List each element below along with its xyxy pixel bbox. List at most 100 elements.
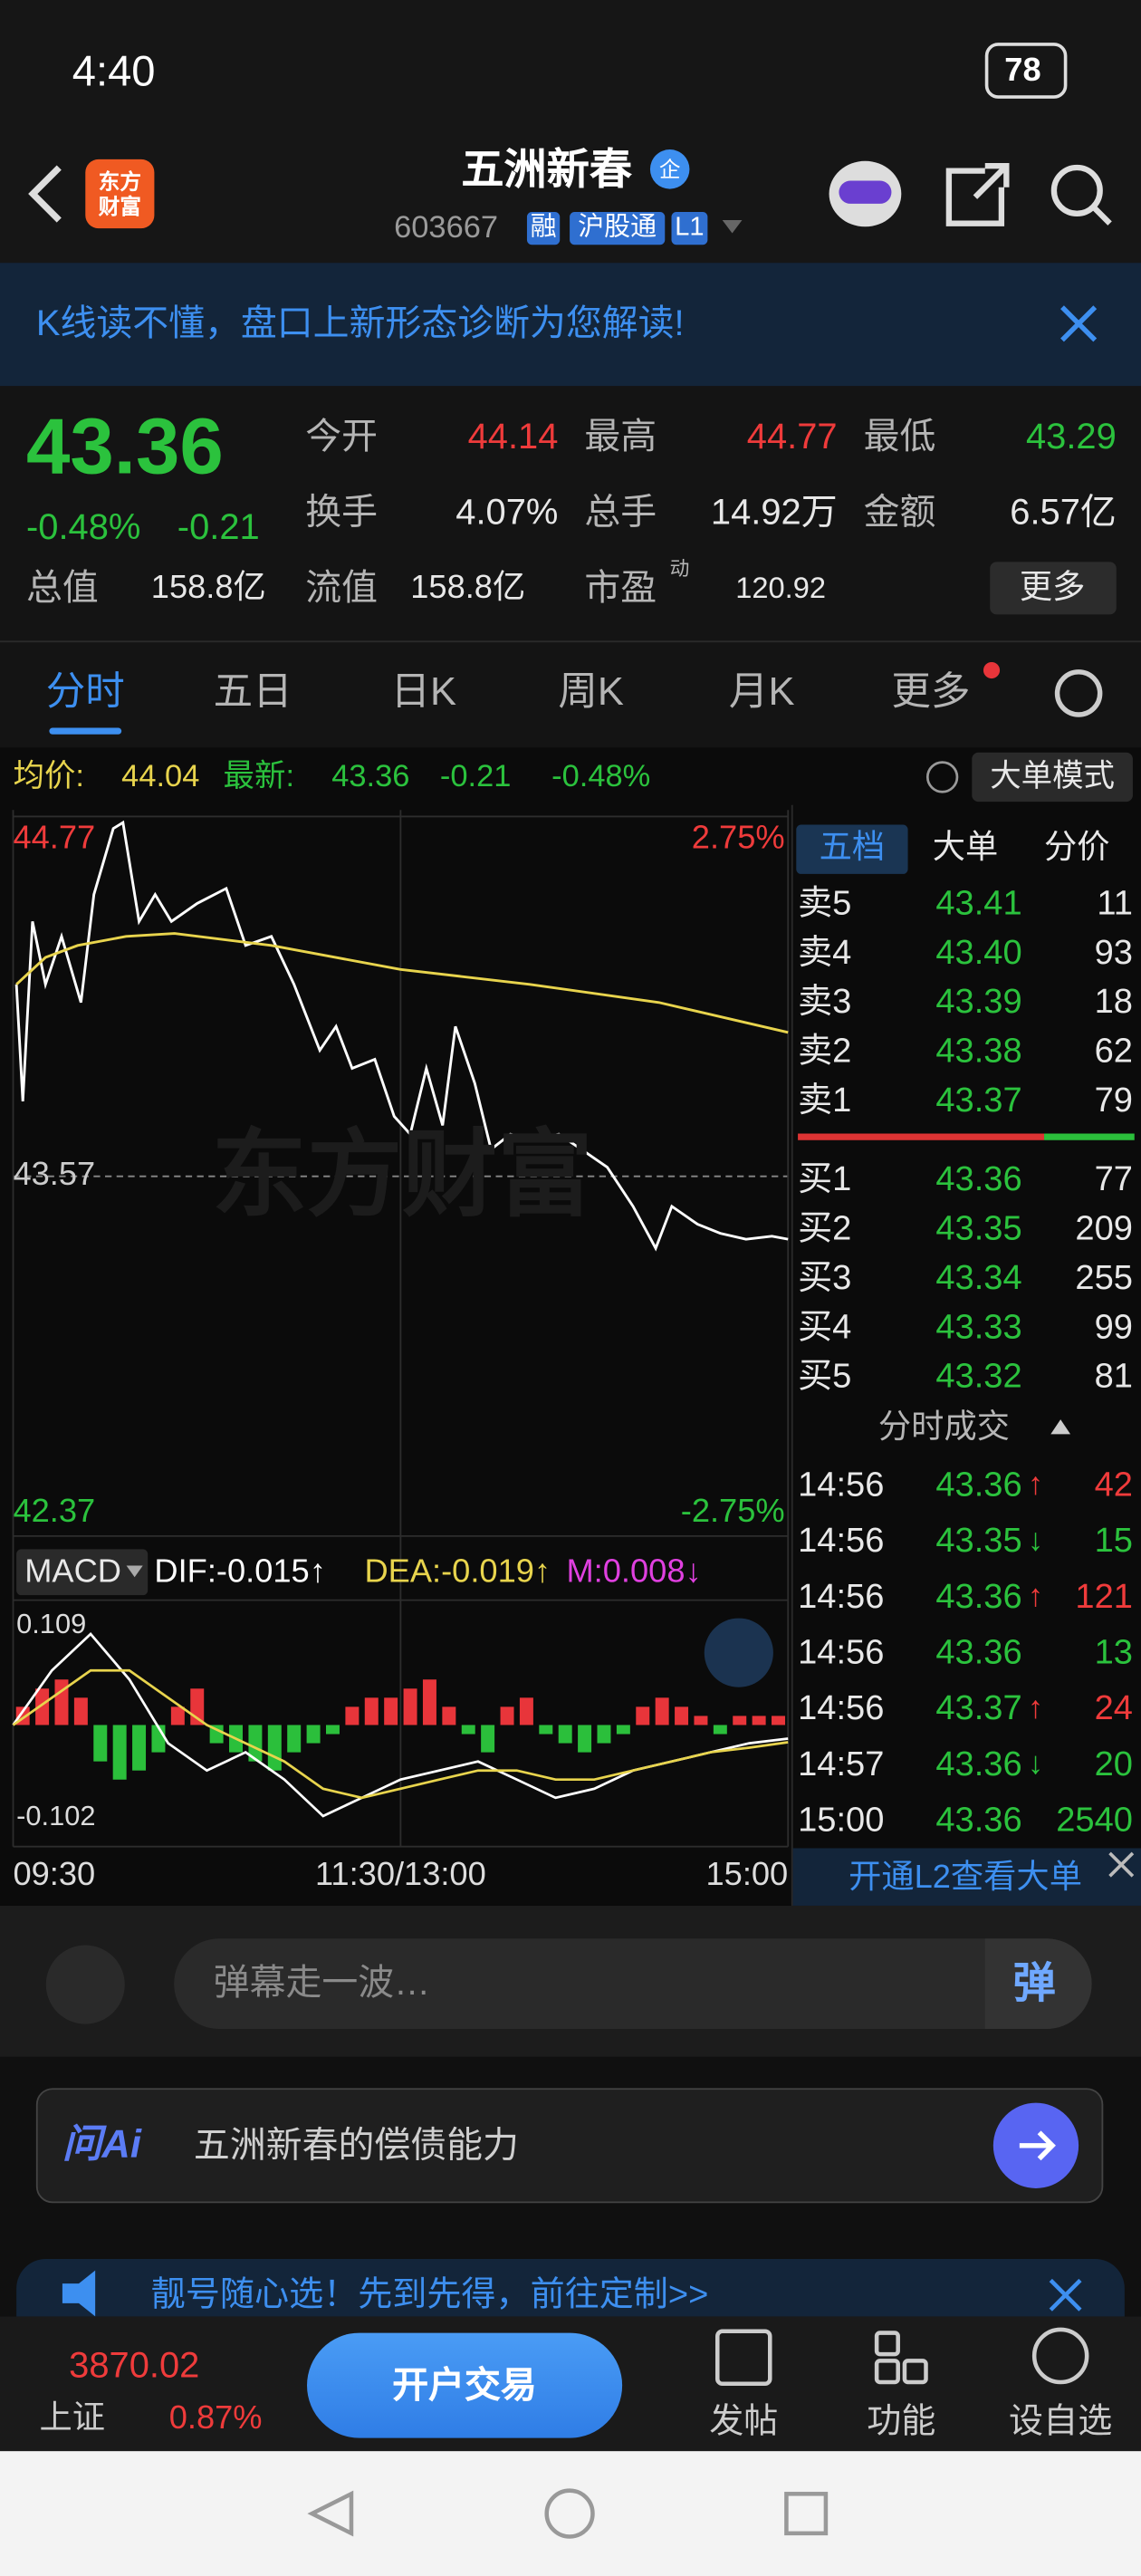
share-icon[interactable] bbox=[945, 163, 1010, 226]
book-price: 43.32 bbox=[935, 1358, 1022, 1396]
macd-bar bbox=[267, 1725, 282, 1771]
trade-price: 43.37 bbox=[935, 1689, 1022, 1728]
trade-price: 43.36 bbox=[935, 1466, 1022, 1504]
post-icon[interactable] bbox=[714, 2329, 772, 2387]
tab[interactable]: 周K bbox=[558, 670, 624, 715]
danmaku-placeholder[interactable]: 弹幕走一波… bbox=[213, 1961, 431, 2003]
nav-home[interactable] bbox=[544, 2488, 595, 2539]
search-icon[interactable] bbox=[1050, 164, 1103, 216]
ai-prompt[interactable]: 五洲新春的偿债能力 bbox=[193, 2124, 519, 2166]
trade-volume: 121 bbox=[1075, 1578, 1133, 1616]
danmaku-input[interactable] bbox=[174, 1938, 1092, 2030]
macd-bar bbox=[93, 1725, 108, 1762]
danmaku-button-label[interactable]: 弹 bbox=[1012, 1958, 1056, 2008]
book-tab[interactable]: 大单 bbox=[932, 829, 999, 866]
index-change[interactable]: 0.87% bbox=[168, 2399, 263, 2437]
ai-box[interactable] bbox=[35, 2088, 1104, 2204]
y2-tick-label: -2.75% bbox=[681, 1492, 785, 1529]
field-label: 换手 bbox=[305, 491, 379, 533]
l2-link[interactable]: 开通L2查看大单 bbox=[849, 1860, 1082, 1897]
function-icon[interactable] bbox=[874, 2331, 900, 2357]
more-button[interactable] bbox=[990, 562, 1117, 615]
macd-bar bbox=[519, 1697, 533, 1725]
trades-title[interactable]: 分时成交 bbox=[877, 1409, 1010, 1447]
l2-bar[interactable] bbox=[792, 1848, 1141, 1906]
field-value: 43.29 bbox=[1025, 415, 1117, 457]
tab[interactable]: 月K bbox=[728, 670, 795, 715]
field-value: 44.77 bbox=[746, 415, 838, 457]
book-label: 买5 bbox=[798, 1358, 852, 1396]
book-volume: 99 bbox=[1094, 1308, 1133, 1347]
tag: L1 bbox=[671, 211, 708, 245]
close-icon[interactable] bbox=[1049, 2278, 1082, 2312]
x-tick-label: 09:30 bbox=[14, 1855, 96, 1892]
book-price: 43.34 bbox=[935, 1259, 1022, 1297]
book-volume: 79 bbox=[1094, 1081, 1133, 1120]
settings-icon[interactable] bbox=[1054, 669, 1103, 717]
battery-level: 78 bbox=[1004, 53, 1041, 89]
field-value: 158.8亿 bbox=[150, 570, 266, 607]
trade-direction: ↓ bbox=[1027, 1523, 1044, 1559]
x-tick-label: 15:00 bbox=[706, 1855, 789, 1892]
book-tab[interactable]: 五档 bbox=[819, 829, 886, 866]
nav-item[interactable]: 发帖 bbox=[709, 2402, 779, 2441]
field-value: 14.92万 bbox=[710, 491, 838, 533]
book-volume: 81 bbox=[1094, 1358, 1133, 1396]
x-tick-label: 11:30/13:00 bbox=[315, 1855, 486, 1892]
trade-price: 43.36 bbox=[935, 1801, 1022, 1840]
ad-banner[interactable] bbox=[16, 2258, 1125, 2325]
indicator-name[interactable]: MACD bbox=[24, 1553, 121, 1591]
tag: 沪股通 bbox=[570, 211, 666, 245]
watchlist-icon[interactable] bbox=[1031, 2327, 1089, 2385]
mode-button[interactable] bbox=[972, 752, 1133, 803]
trade-button-label[interactable]: 开户交易 bbox=[392, 2364, 537, 2406]
danmaku-icon[interactable] bbox=[45, 1945, 125, 2024]
ad-text[interactable]: 靓号随心选！先到先得，前往定制>> bbox=[150, 2275, 709, 2314]
latest-label: 最新: bbox=[223, 759, 295, 794]
macd-bar bbox=[73, 1697, 88, 1725]
sort-icon bbox=[1050, 1419, 1071, 1435]
banner-text[interactable]: K线读不懂，盘口上新形态诊断为您解读! bbox=[35, 302, 685, 344]
nav-recent[interactable] bbox=[784, 2492, 829, 2536]
clock: 4:40 bbox=[72, 45, 156, 96]
y-tick-label: -0.102 bbox=[16, 1800, 95, 1831]
book-label: 买2 bbox=[798, 1209, 852, 1248]
tab[interactable]: 日K bbox=[390, 670, 457, 715]
divider bbox=[791, 804, 793, 1906]
legend-entry: DEA:-0.019↑ bbox=[364, 1553, 551, 1591]
field-value: 6.57亿 bbox=[1010, 491, 1117, 533]
field-value: 44.14 bbox=[467, 415, 559, 457]
index-name[interactable]: 上证 bbox=[39, 2399, 106, 2437]
nav-back[interactable] bbox=[307, 2490, 354, 2537]
mode-button[interactable]: 大单模式 bbox=[990, 759, 1116, 794]
expand-icon[interactable] bbox=[704, 1618, 773, 1687]
help-icon[interactable] bbox=[925, 761, 959, 793]
close-icon[interactable] bbox=[1108, 1851, 1135, 1878]
macd-bar bbox=[539, 1725, 553, 1735]
dropdown-icon[interactable] bbox=[722, 220, 743, 234]
trade-price: 43.35 bbox=[935, 1522, 1022, 1561]
back-icon[interactable] bbox=[28, 165, 62, 223]
quote-panel bbox=[0, 386, 1141, 641]
nav-item[interactable]: 功能 bbox=[867, 2402, 936, 2441]
banner[interactable] bbox=[0, 263, 1141, 387]
function-icon bbox=[874, 2359, 900, 2385]
field-value: 158.8亿 bbox=[410, 570, 526, 607]
close-icon[interactable] bbox=[1060, 305, 1098, 342]
macd-bar bbox=[345, 1706, 360, 1725]
index-value[interactable]: 3870.02 bbox=[69, 2344, 200, 2386]
tab[interactable]: 更多 bbox=[891, 670, 971, 715]
danmaku-button[interactable] bbox=[984, 1938, 1092, 2030]
more-button[interactable]: 更多 bbox=[1019, 570, 1086, 607]
macd-selector[interactable] bbox=[16, 1549, 149, 1596]
book-tab[interactable]: 分价 bbox=[1044, 829, 1110, 866]
book-volume: 255 bbox=[1075, 1259, 1133, 1297]
tab[interactable]: 五日 bbox=[213, 670, 292, 715]
nav-item[interactable]: 设自选 bbox=[1009, 2402, 1113, 2441]
arrow-icon bbox=[1019, 2130, 1056, 2161]
trade-button[interactable] bbox=[307, 2332, 623, 2438]
tab[interactable]: 分时 bbox=[45, 670, 125, 715]
trade-time: 15:00 bbox=[798, 1801, 885, 1840]
macd-bar bbox=[54, 1679, 69, 1725]
trade-volume: 13 bbox=[1094, 1633, 1133, 1672]
